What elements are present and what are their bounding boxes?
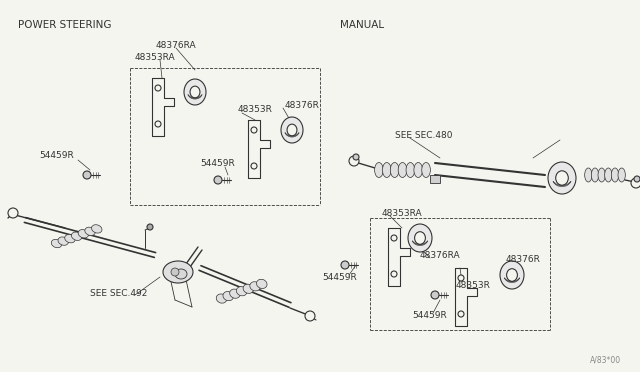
Ellipse shape — [230, 289, 240, 298]
Bar — [430, 175, 440, 183]
Circle shape — [353, 154, 359, 160]
Ellipse shape — [598, 168, 605, 182]
Ellipse shape — [236, 286, 247, 296]
Ellipse shape — [216, 294, 227, 303]
Ellipse shape — [190, 86, 200, 98]
Text: POWER STEERING: POWER STEERING — [18, 20, 111, 30]
Ellipse shape — [250, 282, 260, 291]
Ellipse shape — [374, 163, 383, 177]
Circle shape — [155, 85, 161, 91]
Circle shape — [458, 275, 464, 281]
Circle shape — [147, 224, 153, 230]
Circle shape — [391, 271, 397, 277]
Ellipse shape — [92, 225, 102, 233]
Ellipse shape — [406, 163, 415, 177]
Text: MANUAL: MANUAL — [340, 20, 384, 30]
Text: 48376RA: 48376RA — [156, 41, 196, 49]
Ellipse shape — [422, 163, 430, 177]
Ellipse shape — [65, 234, 75, 243]
Circle shape — [391, 235, 397, 241]
Text: 48376R: 48376R — [506, 256, 541, 264]
Ellipse shape — [556, 171, 568, 185]
Ellipse shape — [243, 284, 253, 294]
Ellipse shape — [431, 291, 439, 299]
Ellipse shape — [591, 168, 598, 182]
Ellipse shape — [585, 168, 592, 182]
Ellipse shape — [548, 162, 576, 194]
Ellipse shape — [163, 261, 193, 283]
Text: 54459R: 54459R — [40, 151, 74, 160]
Ellipse shape — [287, 124, 297, 136]
Ellipse shape — [408, 224, 432, 252]
Circle shape — [458, 311, 464, 317]
Circle shape — [155, 121, 161, 127]
Text: SEE SEC.492: SEE SEC.492 — [90, 289, 147, 298]
Ellipse shape — [85, 227, 95, 235]
Text: 54459R: 54459R — [413, 311, 447, 321]
Ellipse shape — [414, 163, 422, 177]
Circle shape — [251, 163, 257, 169]
Text: 48353R: 48353R — [238, 106, 273, 115]
Text: 48376RA: 48376RA — [420, 250, 461, 260]
Ellipse shape — [398, 163, 407, 177]
Ellipse shape — [257, 279, 267, 289]
Text: 48353R: 48353R — [456, 280, 491, 289]
Ellipse shape — [390, 163, 399, 177]
Circle shape — [251, 127, 257, 133]
Text: 54459R: 54459R — [323, 273, 357, 282]
Circle shape — [634, 176, 640, 182]
Ellipse shape — [51, 239, 61, 248]
Ellipse shape — [618, 168, 625, 182]
Text: 48376R: 48376R — [285, 100, 320, 109]
Text: 48353RA: 48353RA — [382, 208, 422, 218]
Ellipse shape — [611, 168, 619, 182]
Ellipse shape — [214, 176, 222, 184]
Ellipse shape — [383, 163, 391, 177]
Ellipse shape — [58, 237, 68, 245]
Circle shape — [349, 156, 359, 166]
Text: A/83*00: A/83*00 — [590, 356, 621, 365]
Ellipse shape — [175, 269, 187, 279]
Text: 54459R: 54459R — [200, 158, 236, 167]
Ellipse shape — [72, 232, 82, 240]
Ellipse shape — [78, 230, 88, 238]
Text: SEE SEC.480: SEE SEC.480 — [395, 131, 452, 140]
Ellipse shape — [184, 79, 206, 105]
Circle shape — [171, 268, 179, 276]
Ellipse shape — [415, 232, 426, 244]
Text: 48353RA: 48353RA — [134, 52, 175, 61]
Circle shape — [8, 208, 18, 218]
Ellipse shape — [507, 269, 517, 281]
Ellipse shape — [83, 171, 91, 179]
Ellipse shape — [341, 261, 349, 269]
Ellipse shape — [223, 292, 234, 301]
Ellipse shape — [605, 168, 612, 182]
Ellipse shape — [281, 117, 303, 143]
Circle shape — [631, 178, 640, 188]
Circle shape — [305, 311, 315, 321]
Ellipse shape — [500, 261, 524, 289]
